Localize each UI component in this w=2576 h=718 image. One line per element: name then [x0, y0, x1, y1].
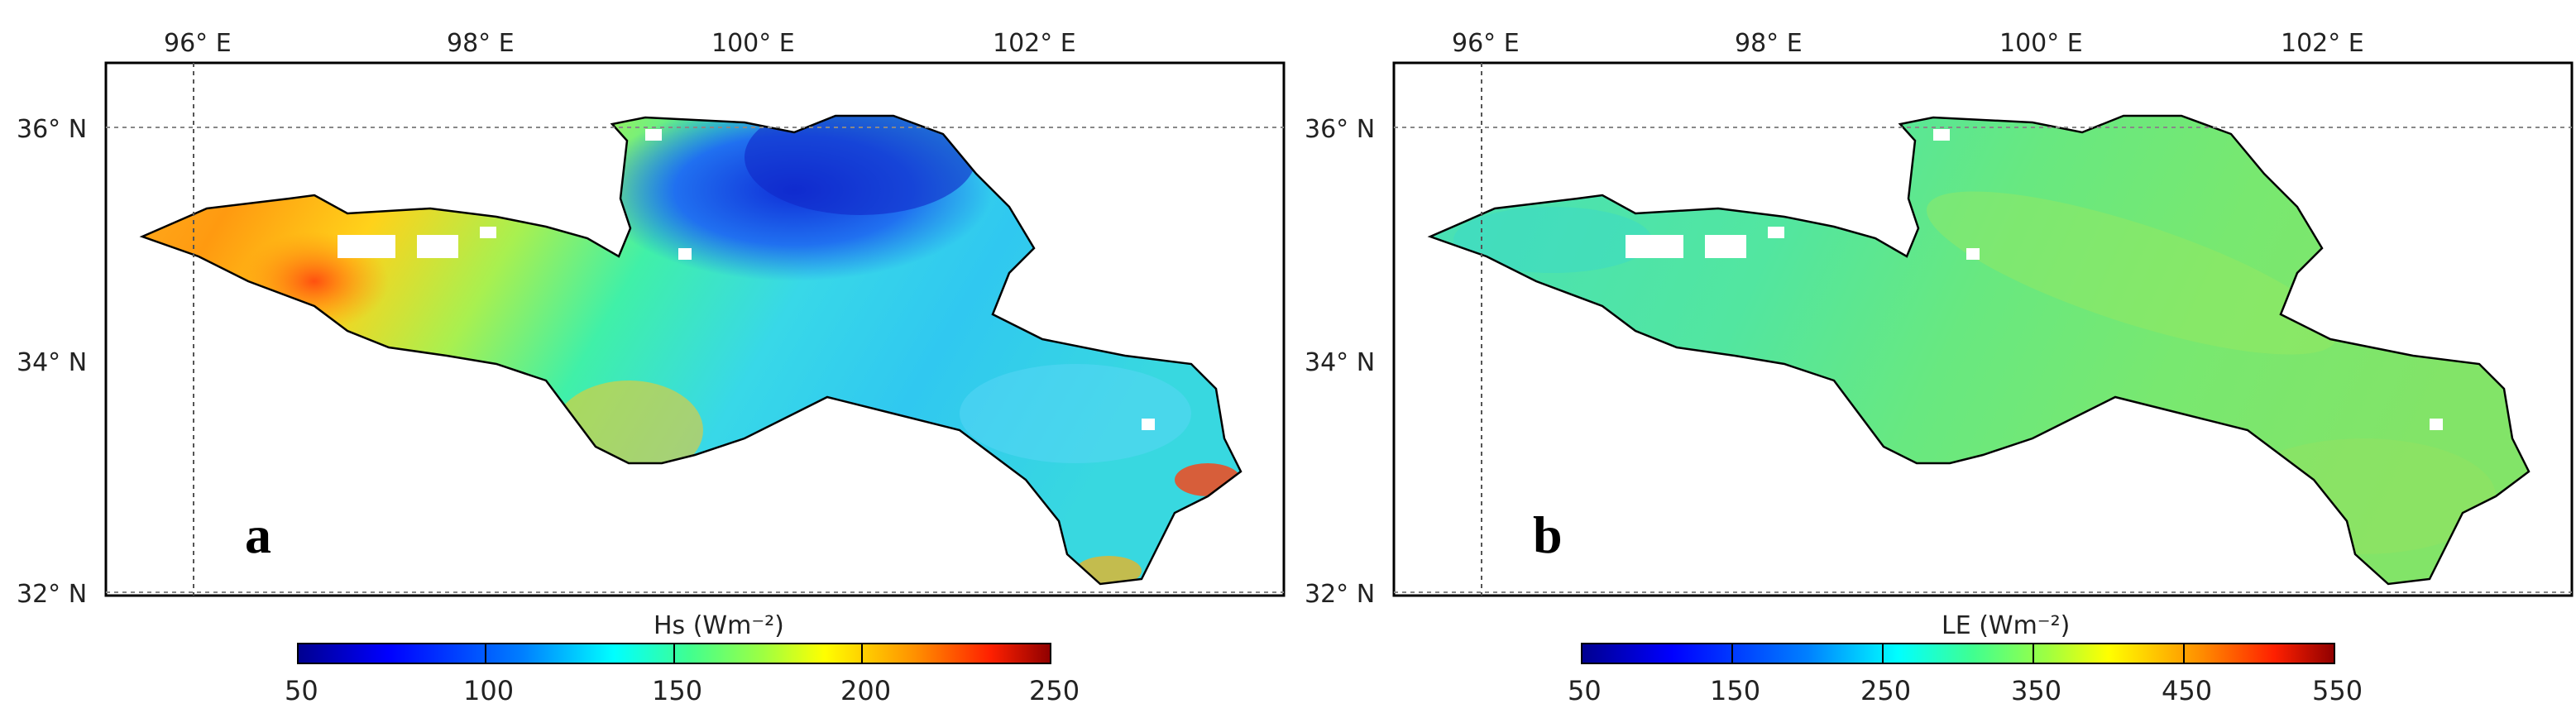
lat-label: 36° N: [17, 115, 87, 144]
colorbar: Hs (Wm⁻²) 50 100 150 200 250: [285, 611, 1080, 706]
panel-a: 96° E 98° E 100° E 102° E 36° N 34° N 32…: [17, 29, 1286, 706]
panel-letter: b: [1533, 505, 1563, 564]
colorbar: LE (Wm⁻²) 50 150 250 350 450 550: [1568, 611, 2363, 706]
colorbar-tick: 150: [652, 675, 702, 706]
lon-label: 96° E: [164, 29, 232, 58]
colorbar-tick: 450: [2162, 675, 2212, 706]
lat-label: 36° N: [1305, 115, 1375, 144]
lat-label: 34° N: [1305, 348, 1375, 377]
colorbar-tick: 350: [2011, 675, 2061, 706]
colorbar-tick: 250: [1029, 675, 1080, 706]
lon-label: 98° E: [447, 29, 515, 58]
lon-label: 100° E: [1999, 29, 2083, 58]
colorbar-tick: 150: [1710, 675, 1760, 706]
map-panel-a: 96° E 98° E 100° E 102° E 36° N 34° N 32…: [17, 29, 1286, 706]
colorbar-title: LE (Wm⁻²): [1942, 611, 2070, 640]
colorbar-tick: 200: [840, 675, 891, 706]
colorbar-tick: 100: [463, 675, 514, 706]
colorbar-tick: 550: [2312, 675, 2363, 706]
colorbar-gradient: [1581, 643, 2335, 664]
lat-label: 32° N: [1305, 580, 1375, 609]
lon-label: 96° E: [1452, 29, 1520, 58]
lat-label: 32° N: [17, 580, 87, 609]
colorbar-tick: 50: [285, 675, 318, 706]
panel-b: 96° E 98° E 100° E 102° E 36° N 34° N 32…: [1288, 0, 2576, 718]
panel-letter: a: [245, 505, 271, 564]
colorbar-tick: 250: [1860, 675, 1911, 706]
lon-label: 102° E: [993, 29, 1076, 58]
colorbar-title: Hs (Wm⁻²): [654, 611, 784, 640]
lon-label: 98° E: [1735, 29, 1803, 58]
map-panel-b: 96° E 98° E 100° E 102° E 36° N 34° N 32…: [1305, 29, 2574, 706]
colorbar-tick: 50: [1568, 675, 1602, 706]
river-basin-region: [139, 114, 1243, 586]
lon-label: 102° E: [2281, 29, 2364, 58]
lon-label: 100° E: [711, 29, 795, 58]
lat-label: 34° N: [17, 348, 87, 377]
